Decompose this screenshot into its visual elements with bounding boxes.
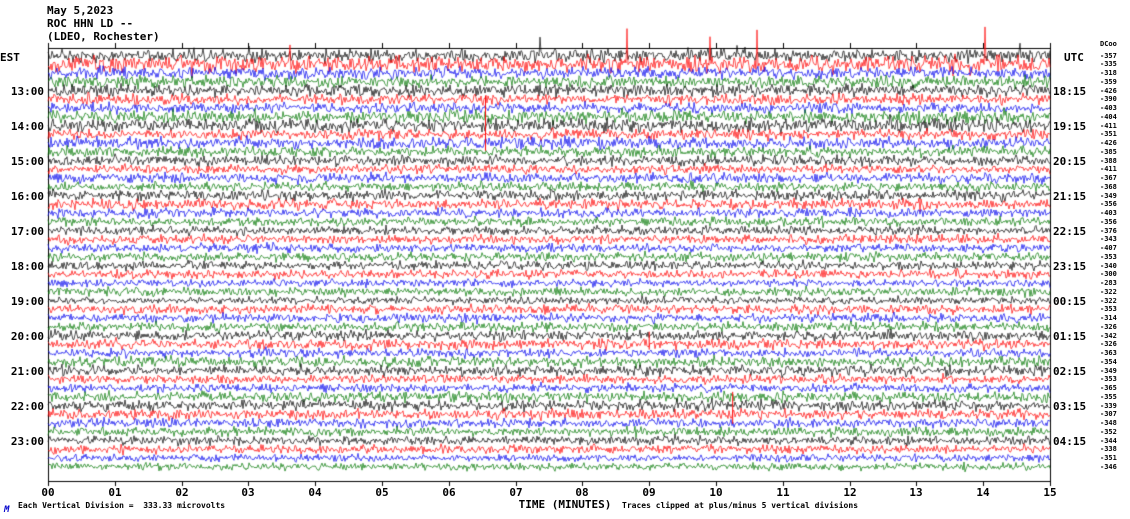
- dc-offset-value: -322: [1100, 288, 1117, 296]
- left-time-label: 20:00: [10, 330, 44, 343]
- header-date: May 5,2023: [47, 4, 114, 17]
- dc-offset-value: -342: [1100, 332, 1117, 340]
- logo-glyph: M: [4, 505, 10, 515]
- minute-tick-label: 07: [509, 486, 523, 499]
- right-time-label: 04:15: [1053, 435, 1087, 448]
- dc-offset-value: -351: [1100, 130, 1117, 138]
- dc-offset-value: -318: [1100, 69, 1117, 77]
- right-time-label: 02:15: [1053, 365, 1087, 378]
- left-time-label: 23:00: [10, 435, 44, 448]
- left-time-label: 17:00: [10, 225, 44, 238]
- dc-offset-value: -307: [1100, 410, 1117, 418]
- dc-offset-value: -365: [1100, 384, 1117, 392]
- dc-offset-value: -368: [1100, 183, 1117, 191]
- left-time-label: 13:00: [10, 85, 44, 98]
- dc-offset-value: -426: [1100, 87, 1117, 95]
- left-time-label: 19:00: [10, 295, 44, 308]
- header-station: ROC HHN LD --: [47, 17, 134, 30]
- dc-offset-value: -404: [1100, 113, 1117, 121]
- dc-offset-value: -349: [1100, 367, 1117, 375]
- dc-offset-value: -300: [1100, 270, 1117, 278]
- dc-offset-value: -348: [1100, 419, 1117, 427]
- dc-offset-value: -426: [1100, 139, 1117, 147]
- scale-note: Each Vertical Division = 333.33 microvol…: [18, 501, 226, 510]
- minute-tick-label: 11: [776, 486, 790, 499]
- minute-tick-label: 04: [308, 486, 322, 499]
- dc-offset-value: -355: [1100, 393, 1117, 401]
- left-time-label: 21:00: [10, 365, 44, 378]
- dc-offset-value: -411: [1100, 122, 1117, 130]
- dc-offset-value: -326: [1100, 340, 1117, 348]
- minute-tick-label: 08: [575, 486, 589, 499]
- dc-offset-value: -326: [1100, 323, 1117, 331]
- dc-offset-value: -403: [1100, 104, 1117, 112]
- dc-offset-value: -356: [1100, 218, 1117, 226]
- dc-offset-value: -339: [1100, 402, 1117, 410]
- dc-offset-value: -314: [1100, 314, 1117, 322]
- minute-tick-label: 03: [241, 486, 255, 499]
- minute-tick-label: 05: [375, 486, 389, 499]
- minute-tick-label: 12: [843, 486, 857, 499]
- dc-offset-value: -352: [1100, 428, 1117, 436]
- dc-offset-value: -335: [1100, 60, 1117, 68]
- minute-tick-label: 06: [442, 486, 456, 499]
- left-time-label: 18:00: [10, 260, 44, 273]
- dc-offset-value: -354: [1100, 358, 1117, 366]
- right-time-label: 18:15: [1053, 85, 1087, 98]
- minute-tick-label: 02: [175, 486, 189, 499]
- minute-tick-label: 14: [976, 486, 990, 499]
- right-time-label: 20:15: [1053, 155, 1087, 168]
- dc-offset-value: -363: [1100, 349, 1117, 357]
- minute-tick-label: 15: [1043, 486, 1057, 499]
- left-time-label: 15:00: [10, 155, 44, 168]
- dc-offset-value: -322: [1100, 297, 1117, 305]
- minute-tick-label: 13: [909, 486, 923, 499]
- dc-offset-value: -376: [1100, 227, 1117, 235]
- utc-axis-label: UTC: [1064, 51, 1084, 64]
- est-axis-label: EST: [0, 51, 20, 64]
- dc-offset-value: -346: [1100, 463, 1117, 471]
- dc-offset-value: -343: [1100, 235, 1117, 243]
- dc-offset-value: -385: [1100, 148, 1117, 156]
- clip-note: Traces clipped at plus/minus 5 vertical …: [622, 501, 859, 510]
- header-location: (LDEO, Rochester): [47, 30, 160, 43]
- dc-offset-value: -388: [1100, 157, 1117, 165]
- time-axis-label: TIME (MINUTES): [518, 498, 612, 511]
- dc-offset-value: -367: [1100, 174, 1117, 182]
- left-time-label: 22:00: [10, 400, 44, 413]
- dc-offset-value: -353: [1100, 375, 1117, 383]
- left-time-label: 16:00: [10, 190, 44, 203]
- dc-offset-value: -357: [1100, 52, 1117, 60]
- minute-tick-label: 01: [108, 486, 122, 499]
- dc-offset-value: -283: [1100, 279, 1117, 287]
- right-time-label: 00:15: [1053, 295, 1087, 308]
- offset-column-header: DCoo: [1100, 40, 1117, 48]
- dc-offset-value: -353: [1100, 305, 1117, 313]
- dc-offset-value: -338: [1100, 445, 1117, 453]
- dc-offset-value: -344: [1100, 437, 1117, 445]
- right-time-label: 03:15: [1053, 400, 1087, 413]
- right-time-label: 22:15: [1053, 225, 1087, 238]
- dc-offset-value: -359: [1100, 78, 1117, 86]
- dc-offset-value: -353: [1100, 253, 1117, 261]
- dc-offset-value: -390: [1100, 95, 1117, 103]
- dc-offset-value: -407: [1100, 244, 1117, 252]
- right-time-label: 19:15: [1053, 120, 1087, 133]
- minute-tick-label: 09: [642, 486, 656, 499]
- dc-offset-value: -411: [1100, 165, 1117, 173]
- minute-tick-label: 00: [41, 486, 55, 499]
- dc-offset-value: -356: [1100, 200, 1117, 208]
- right-time-label: 01:15: [1053, 330, 1087, 343]
- left-time-label: 14:00: [10, 120, 44, 133]
- dc-offset-value: -349: [1100, 192, 1117, 200]
- dc-offset-value: -403: [1100, 209, 1117, 217]
- dc-offset-value: -351: [1100, 454, 1117, 462]
- minute-tick-label: 10: [709, 486, 723, 499]
- dc-offset-value: -340: [1100, 262, 1117, 270]
- right-time-label: 23:15: [1053, 260, 1087, 273]
- right-time-label: 21:15: [1053, 190, 1087, 203]
